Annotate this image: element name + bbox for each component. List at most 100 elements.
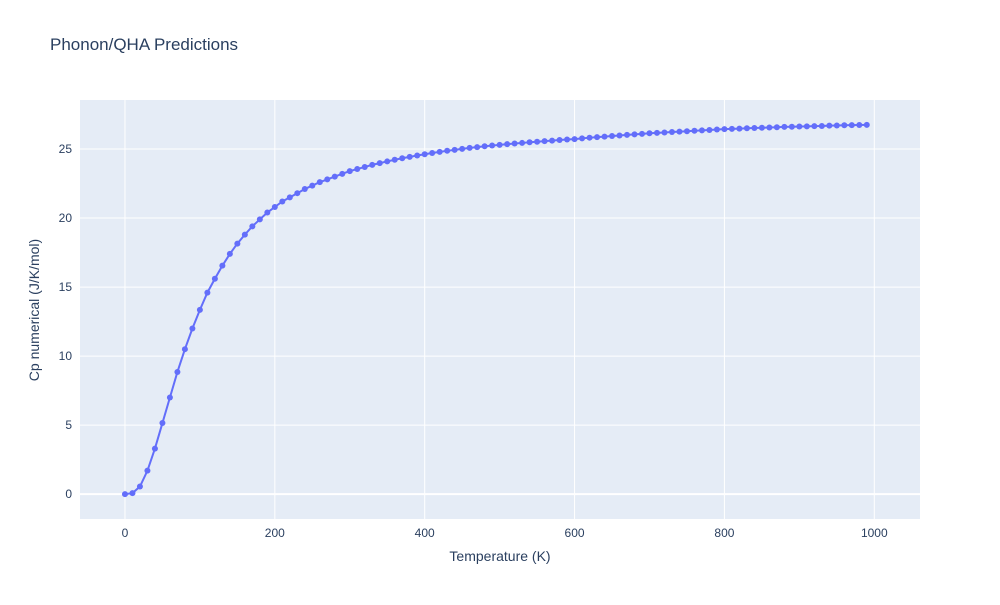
data-point	[489, 142, 496, 149]
x-tick-label: 800	[714, 526, 734, 540]
data-point	[144, 467, 151, 474]
data-point	[174, 368, 181, 375]
data-point	[564, 136, 571, 143]
data-point	[376, 160, 383, 167]
data-point	[369, 161, 376, 168]
data-point	[646, 130, 653, 137]
data-point	[264, 209, 271, 216]
data-point	[466, 144, 473, 151]
data-point	[818, 122, 825, 129]
data-point	[698, 127, 705, 134]
data-point	[211, 275, 218, 282]
data-point	[788, 123, 795, 130]
data-point	[399, 155, 406, 162]
data-point	[803, 123, 810, 130]
data-point	[594, 134, 601, 141]
data-point	[121, 491, 128, 498]
data-point	[309, 182, 316, 189]
x-tick-label: 400	[415, 526, 435, 540]
data-point	[414, 152, 421, 159]
data-point	[331, 173, 338, 180]
data-point	[706, 126, 713, 133]
data-point	[601, 133, 608, 140]
data-point	[676, 128, 683, 135]
data-point	[773, 124, 780, 131]
data-point	[451, 146, 458, 153]
data-point	[579, 135, 586, 142]
y-tick-label: 0	[65, 487, 72, 501]
data-point	[736, 125, 743, 132]
x-axis-label: Temperature (K)	[449, 548, 550, 564]
data-point	[766, 124, 773, 131]
data-point	[511, 140, 518, 147]
data-point	[638, 130, 645, 137]
data-point	[609, 133, 616, 140]
data-point	[436, 148, 443, 155]
data-point	[219, 262, 226, 269]
data-point	[196, 306, 203, 313]
data-point	[391, 156, 398, 163]
x-tick-label: 1000	[861, 526, 888, 540]
data-point	[683, 128, 690, 135]
y-tick-label: 25	[59, 142, 73, 156]
data-point	[324, 176, 331, 183]
data-point	[586, 134, 593, 141]
data-point	[826, 122, 833, 129]
y-tick-label: 20	[59, 211, 73, 225]
data-point	[429, 150, 436, 157]
data-point	[226, 250, 233, 257]
data-point	[631, 131, 638, 138]
data-point	[294, 190, 301, 197]
data-point	[743, 125, 750, 132]
plot-area	[80, 100, 920, 519]
data-point	[841, 122, 848, 129]
data-point	[661, 129, 668, 136]
data-point	[713, 126, 720, 133]
x-tick-label: 0	[122, 526, 129, 540]
data-point	[384, 158, 391, 165]
data-point	[758, 124, 765, 131]
series-line	[124, 123, 867, 496]
data-point	[534, 138, 541, 145]
data-point	[159, 420, 166, 427]
data-point	[549, 137, 556, 144]
data-point	[668, 129, 675, 136]
chart-title: Phonon/QHA Predictions	[50, 35, 238, 54]
y-tick-label: 10	[59, 349, 73, 363]
data-point	[571, 136, 578, 143]
data-point	[474, 144, 481, 151]
data-point	[339, 170, 346, 177]
data-point	[249, 223, 256, 230]
data-point	[316, 179, 323, 186]
y-axis-label: Cp numerical (J/K/mol)	[26, 239, 42, 381]
data-point	[728, 125, 735, 132]
data-point	[848, 122, 855, 129]
data-point	[504, 141, 511, 148]
data-point	[151, 445, 158, 452]
x-tick-label: 200	[265, 526, 285, 540]
data-point	[459, 145, 466, 152]
data-point	[691, 127, 698, 134]
data-point	[721, 126, 728, 133]
data-point	[354, 166, 361, 173]
data-point	[541, 138, 548, 145]
data-point	[751, 125, 758, 132]
data-point	[811, 123, 818, 130]
data-point	[481, 143, 488, 150]
data-point	[129, 490, 136, 497]
data-point	[616, 132, 623, 139]
data-point	[781, 123, 788, 130]
data-point	[279, 198, 286, 205]
data-point	[796, 123, 803, 130]
data-point	[526, 139, 533, 146]
data-point	[496, 141, 503, 148]
x-tick-label: 600	[565, 526, 585, 540]
data-point	[271, 203, 278, 210]
data-point	[346, 168, 353, 175]
data-point	[301, 186, 308, 193]
data-point	[519, 139, 526, 146]
data-point	[204, 289, 211, 296]
data-point	[624, 131, 631, 138]
data-point	[361, 163, 368, 170]
